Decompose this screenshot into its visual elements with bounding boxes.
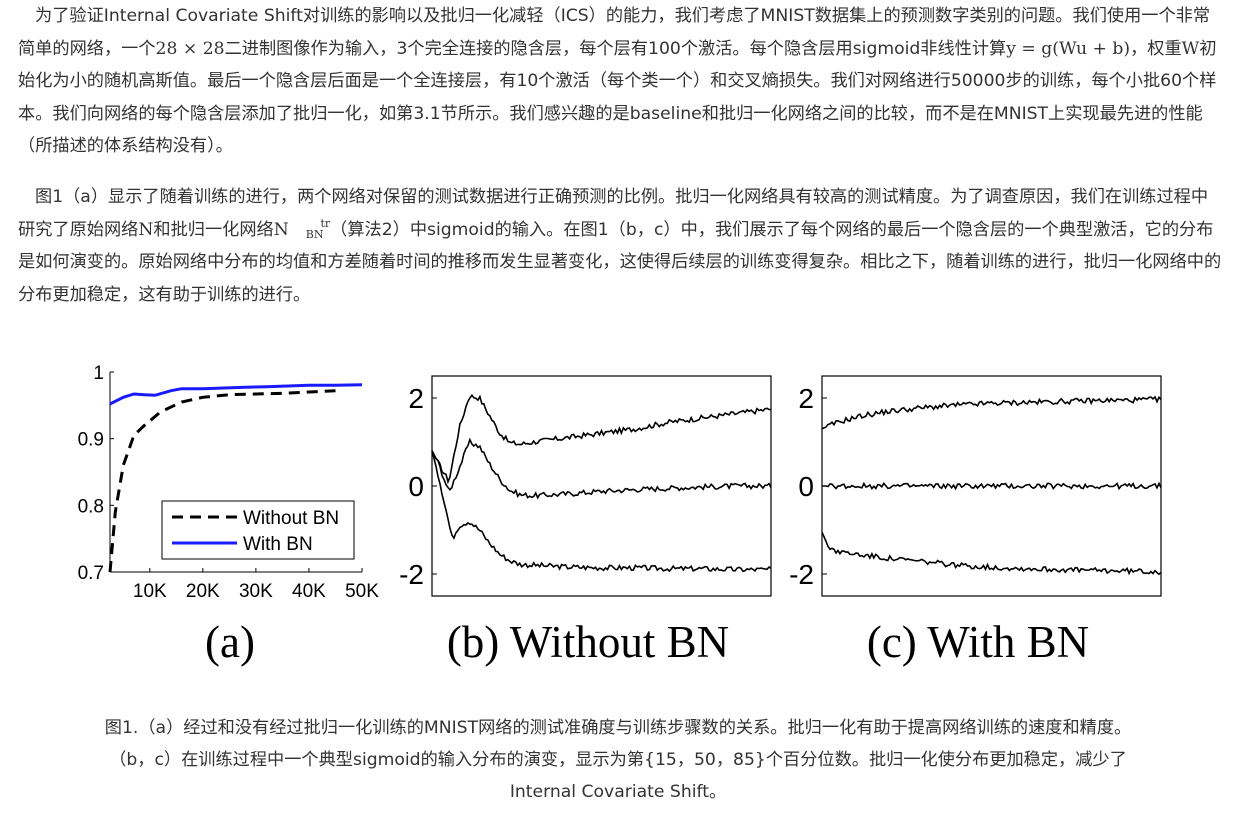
paragraph-1-text-3: ，权重: [1130, 38, 1182, 59]
panel-c-y-tick-label: -2: [789, 559, 814, 590]
series-with-bn-line: [109, 383, 363, 406]
panel-c-percentile-85-line: [821, 395, 1162, 430]
panel-a-x-tick-label: 40K: [292, 581, 326, 602]
panel-a-x-tick-label: 10K: [133, 581, 167, 602]
math-network-n: N: [138, 219, 154, 240]
panel-a-label: (a): [205, 617, 255, 667]
panel-c-percentile-50-line: [822, 481, 1162, 491]
caption-line-3: Internal Covariate Shift。: [509, 782, 727, 802]
panel-b-y-tick-label: -2: [399, 559, 424, 590]
math-weight: W: [1181, 38, 1200, 59]
math-image-size: 28 × 28: [155, 38, 225, 59]
panel-a-x-tick-label: 20K: [186, 581, 220, 602]
panel-c-y-tick-label: 2: [798, 383, 814, 414]
paragraph-2-text-2: 和批归一化网络: [153, 219, 274, 240]
panel-a-y-tick-label: 1: [93, 363, 104, 384]
math-network-nbn-base: N: [273, 219, 289, 240]
caption-line-2: （b，c）在训练过程中一个典型sigmoid的输入分布的演变，显示为第{15，5…: [109, 750, 1127, 770]
panel-a-legend: Without BN With BN: [161, 500, 355, 560]
panel-a-series: [108, 383, 363, 573]
paragraph-2-text-1: 图1（a）显示了随着训练的进行，两个网络对保留的测试数据进行正确预测的比例。批归…: [18, 187, 1209, 240]
legend-box: [161, 500, 355, 560]
paragraph-1: 为了验证Internal Covariate Shift对训练的影响以及批归一化…: [18, 0, 1223, 163]
panel-c-label: (c) With BN: [867, 617, 1089, 667]
paragraph-2: 图1（a）显示了随着训练的进行，两个网络对保留的测试数据进行正确预测的比例。批归…: [18, 181, 1223, 311]
panel-a-y-tick-label: 0.8: [78, 496, 104, 517]
panel-c-ticks: 2 0 -2: [789, 383, 827, 590]
figure-1-svg: 10K 20K 30K 40K 50K 0.7 0.8 0.9 1 Without BN Wit…: [78, 363, 1162, 667]
panel-a-y-tick-label: 0.9: [78, 430, 104, 451]
panel-b-y-tick-label: 2: [408, 383, 424, 414]
math-sigmoid-formula: y = g(Wu + b): [1006, 38, 1131, 59]
panel-c-chart: 2 0 -2: [789, 375, 1162, 597]
panel-b-percentile-85-line: [431, 393, 772, 485]
panel-b-ticks: 2 0 -2: [399, 383, 437, 590]
panel-c-percentile-15-line: [821, 531, 1162, 576]
legend-label-with-bn: With BN: [243, 534, 313, 555]
panel-c-series: [821, 395, 1162, 576]
paragraph-1-text-1: 为了验证Internal Covariate Shift对训练的影响以及批归一化…: [18, 6, 1211, 59]
panel-a-ticks: 10K 20K 30K 40K 50K 0.7 0.8 0.9 1: [78, 363, 380, 602]
caption-line-1: 图1.（a）经过和没有经过批归一化训练的MNIST网络的测试准确度与训练步骤数的…: [104, 718, 1132, 738]
panel-a-y-tick-label: 0.7: [78, 563, 104, 584]
paragraph-1-text-4: 初始化为小的随机高斯值。最后一个隐含层后面是一个全连接层，有10个激活（每个类一…: [18, 38, 1217, 157]
panel-b-label: (b) Without BN: [447, 617, 729, 667]
panel-b-percentile-15-line: [431, 450, 772, 573]
panel-b-frame: [431, 375, 772, 597]
panel-b-chart: 2 0 -2: [399, 375, 772, 597]
math-network-nbn: N BNtr: [273, 216, 331, 241]
panel-b-y-tick-label: 0: [408, 471, 424, 502]
paragraph-1-text-2: 二进制图像作为输入，3个完全连接的隐含层，每个层有100个激活。每个隐含层用si…: [224, 38, 1007, 59]
panel-a-x-tick-label: 30K: [239, 581, 273, 602]
series-without-bn-line: [108, 389, 336, 573]
panel-a-x-tick-label: 50K: [345, 581, 379, 602]
panel-b-percentile-50-line: [431, 437, 772, 500]
paragraph-2-text-3: （算法2）中sigmoid的输入。在图1（b，c）中，我们展示了每个网络的最后一…: [18, 219, 1222, 305]
panel-a-chart: 10K 20K 30K 40K 50K 0.7 0.8 0.9 1 Without BN Wit…: [78, 363, 380, 602]
panel-b-series: [431, 393, 772, 573]
math-network-nbn-sup: tr: [320, 216, 331, 230]
figure-1: 10K 20K 30K 40K 50K 0.7 0.8 0.9 1 Without BN Wit…: [0, 350, 1236, 680]
math-network-nbn-sub: BN: [305, 227, 324, 241]
panel-c-y-tick-label: 0: [798, 471, 814, 502]
legend-label-without-bn: Without BN: [243, 508, 339, 529]
